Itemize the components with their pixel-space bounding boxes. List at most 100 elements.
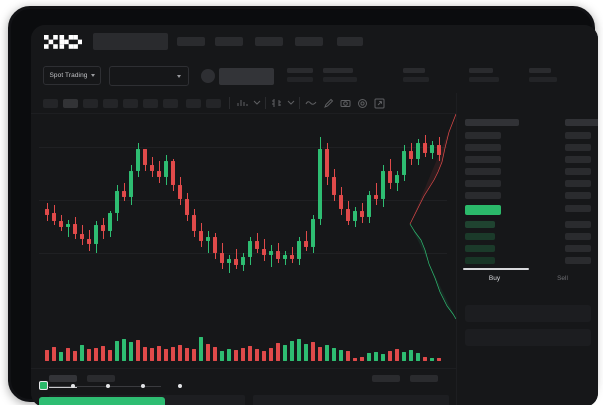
pencil-icon[interactable]	[323, 98, 334, 109]
timeframe-button-6[interactable]	[143, 99, 158, 108]
orderbook-ask-row[interactable]	[465, 156, 501, 163]
volume-bar	[164, 349, 168, 361]
orderbook-bid-row[interactable]	[465, 221, 495, 228]
chevron-down-icon[interactable]	[287, 98, 295, 106]
volume-bar	[381, 354, 385, 361]
tab-buy[interactable]: Buy	[488, 275, 501, 282]
line-tool-icon[interactable]	[305, 98, 317, 108]
trading-mode-label: Spot Trading	[49, 72, 88, 79]
tab-sell[interactable]: Sell	[557, 275, 568, 282]
volume-bar	[297, 339, 301, 361]
orderbook-amount-cell	[565, 144, 591, 151]
amount-slider-handle[interactable]	[39, 381, 48, 390]
fullscreen-icon[interactable]	[374, 98, 385, 109]
volume-bar	[262, 351, 266, 361]
timeframe-button-1[interactable]	[43, 99, 58, 108]
amount-slider-step-25[interactable]	[71, 383, 75, 388]
volume-bar	[206, 344, 210, 361]
chevron-down-icon[interactable]	[253, 98, 261, 106]
amount-slider-track[interactable]	[43, 386, 161, 387]
orderbook-bid-row[interactable]	[465, 233, 495, 240]
volume-bar	[423, 357, 427, 361]
volume-bar	[192, 349, 196, 361]
timeframe-button-2[interactable]	[63, 99, 78, 108]
orderbook-header-right	[565, 119, 598, 126]
orderbook-bid-row[interactable]	[465, 257, 495, 264]
timeframe-button-5[interactable]	[123, 99, 138, 108]
nav-item-1[interactable]	[177, 37, 205, 46]
app-screen: Spot Trading	[31, 25, 598, 405]
orderbook-ask-row[interactable]	[465, 144, 501, 151]
timeframe-button-9[interactable]	[206, 99, 221, 108]
stat-24h-high	[323, 68, 357, 82]
settings-icon[interactable]	[357, 98, 368, 109]
orderbook-ask-row[interactable]	[465, 180, 501, 187]
nav-item-4[interactable]	[295, 37, 323, 46]
orders-action-1[interactable]	[372, 375, 400, 382]
timeframe-button-7[interactable]	[163, 99, 178, 108]
volume-bar	[346, 351, 350, 361]
nav-item-3[interactable]	[255, 37, 283, 46]
volume-bar	[227, 349, 231, 361]
volume-bar	[395, 349, 399, 361]
volume-bar	[87, 349, 91, 361]
stat-24h-change	[287, 68, 313, 82]
orderbook-ask-row[interactable]	[465, 168, 501, 175]
volume-bar	[52, 347, 56, 361]
amount-slider-step-100[interactable]	[178, 383, 182, 388]
device-frame: Spot Trading	[8, 6, 598, 405]
orderbook-ask-row[interactable]	[465, 132, 501, 139]
volume-bar	[101, 346, 105, 361]
volume-bar	[199, 337, 203, 361]
volume-bar	[339, 350, 343, 361]
volume-bar	[248, 346, 252, 361]
volume-bar	[136, 340, 140, 361]
gridline	[39, 200, 447, 201]
volume-bar	[374, 352, 378, 361]
chart-type-icon[interactable]	[271, 98, 282, 108]
volume-bar	[213, 347, 217, 361]
amount-field[interactable]	[465, 329, 591, 346]
amount-slider-step-75[interactable]	[141, 383, 145, 388]
search-input[interactable]	[93, 33, 168, 50]
nav-item-2[interactable]	[215, 37, 243, 46]
indicators-icon[interactable]	[237, 98, 249, 108]
volume-bar	[304, 344, 308, 361]
volume-bar	[157, 346, 161, 361]
orders-action-2[interactable]	[410, 375, 438, 382]
orderbook-amount-cell	[565, 192, 591, 199]
volume-bar	[255, 349, 259, 361]
volume-bar	[318, 347, 322, 361]
amount-slider-step-50[interactable]	[106, 383, 110, 388]
orderbook-bid-row[interactable]	[465, 245, 495, 252]
volume-bar	[115, 341, 119, 361]
nav-item-5[interactable]	[337, 37, 363, 46]
trading-pair-selector[interactable]	[109, 66, 189, 86]
volume-bar	[409, 350, 413, 361]
volume-bar	[150, 348, 154, 361]
orders-block-2	[253, 395, 449, 405]
price-field[interactable]	[465, 305, 591, 322]
volume-bar	[66, 348, 70, 361]
volume-bar	[388, 351, 392, 361]
trading-mode-selector[interactable]: Spot Trading	[43, 66, 101, 85]
volume-bar	[94, 348, 98, 361]
volume-bar	[108, 350, 112, 361]
submit-buy-button[interactable]	[39, 397, 165, 405]
volume-bar	[430, 358, 434, 361]
volume-bar	[185, 348, 189, 361]
camera-icon[interactable]	[340, 98, 351, 108]
volume-bar	[332, 348, 336, 361]
orderbook-amount-cell	[565, 245, 591, 252]
orders-tab-2[interactable]	[87, 375, 115, 382]
timeframe-button-8[interactable]	[186, 99, 201, 108]
price-chart[interactable]	[31, 114, 456, 368]
stat-24h-volume	[469, 68, 499, 82]
volume-bar	[241, 348, 245, 361]
orderbook-amount-cell	[565, 168, 591, 175]
okx-logo[interactable]	[44, 35, 83, 49]
orderbook-ask-row[interactable]	[465, 192, 501, 199]
timeframe-button-4[interactable]	[103, 99, 118, 108]
timeframe-button-3[interactable]	[83, 99, 98, 108]
orders-tab-1[interactable]	[49, 375, 77, 382]
